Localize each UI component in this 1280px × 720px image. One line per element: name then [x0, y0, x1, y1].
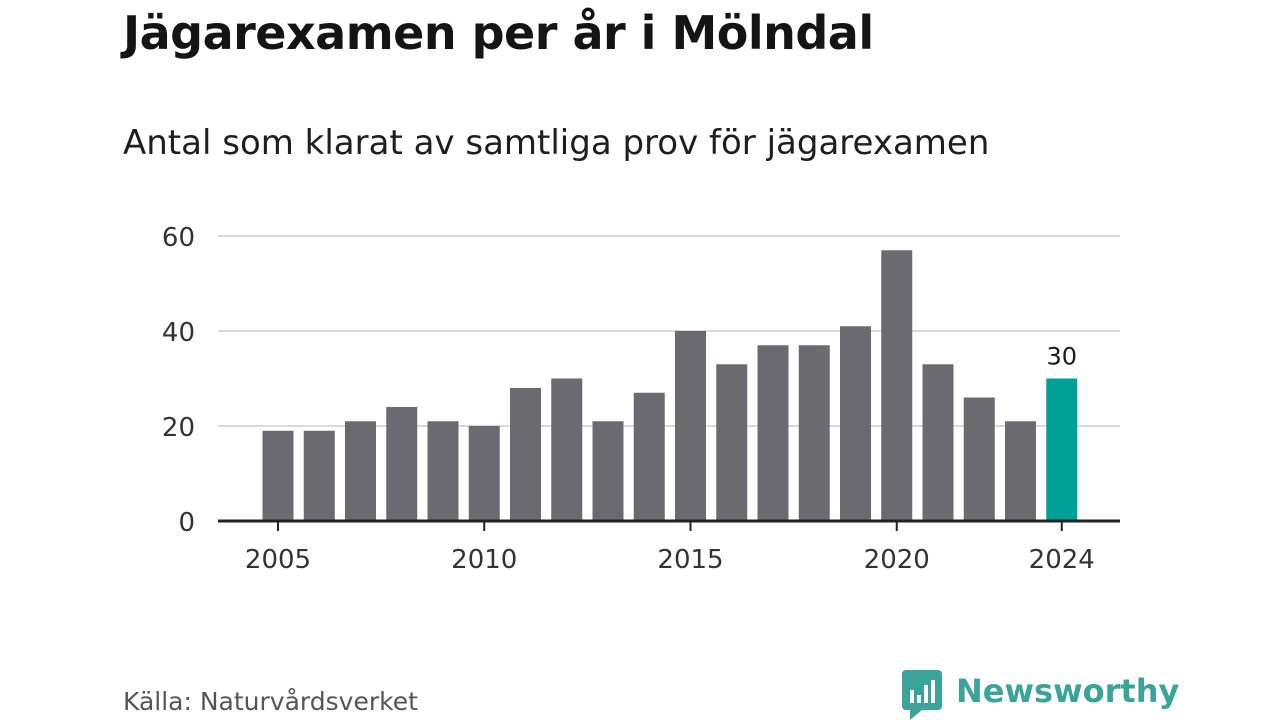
y-tick-label: 20 [162, 413, 195, 443]
x-tick-label: 2015 [657, 545, 723, 575]
bar [922, 364, 954, 521]
bar [345, 421, 376, 521]
bar [798, 345, 830, 521]
bar [963, 397, 995, 521]
bar-highlight [1046, 378, 1078, 521]
bar [633, 392, 665, 521]
bar [716, 364, 748, 521]
bar [386, 407, 418, 521]
bar [592, 421, 624, 521]
bar [303, 430, 335, 521]
y-tick-label: 60 [162, 223, 195, 253]
x-tick-label: 2024 [1029, 545, 1095, 575]
chat-bar-chart-icon [902, 670, 942, 720]
bar [427, 421, 459, 521]
bar [840, 326, 871, 521]
x-tick-label: 2010 [451, 545, 517, 575]
bar [262, 430, 294, 521]
y-tick-label: 0 [178, 508, 195, 538]
chart-title: Jägarexamen per år i Mölndal [123, 6, 874, 60]
bar [1005, 421, 1036, 521]
x-tick-label: 2005 [245, 545, 311, 575]
data-label: 30 [1046, 343, 1077, 371]
bar [757, 345, 789, 521]
bar [510, 388, 541, 521]
bar [551, 378, 583, 521]
source-note: Källa: Naturvårdsverket [123, 687, 418, 716]
brand-logo[interactable]: Newsworthy [902, 670, 1179, 720]
y-tick-label: 40 [162, 318, 195, 348]
chart-subtitle: Antal som klarat av samtliga prov för jä… [123, 123, 990, 163]
bar [881, 250, 913, 521]
brand-name: Newsworthy [956, 672, 1180, 710]
bar [675, 331, 706, 521]
x-tick-label: 2020 [864, 545, 930, 575]
bar [468, 426, 500, 521]
